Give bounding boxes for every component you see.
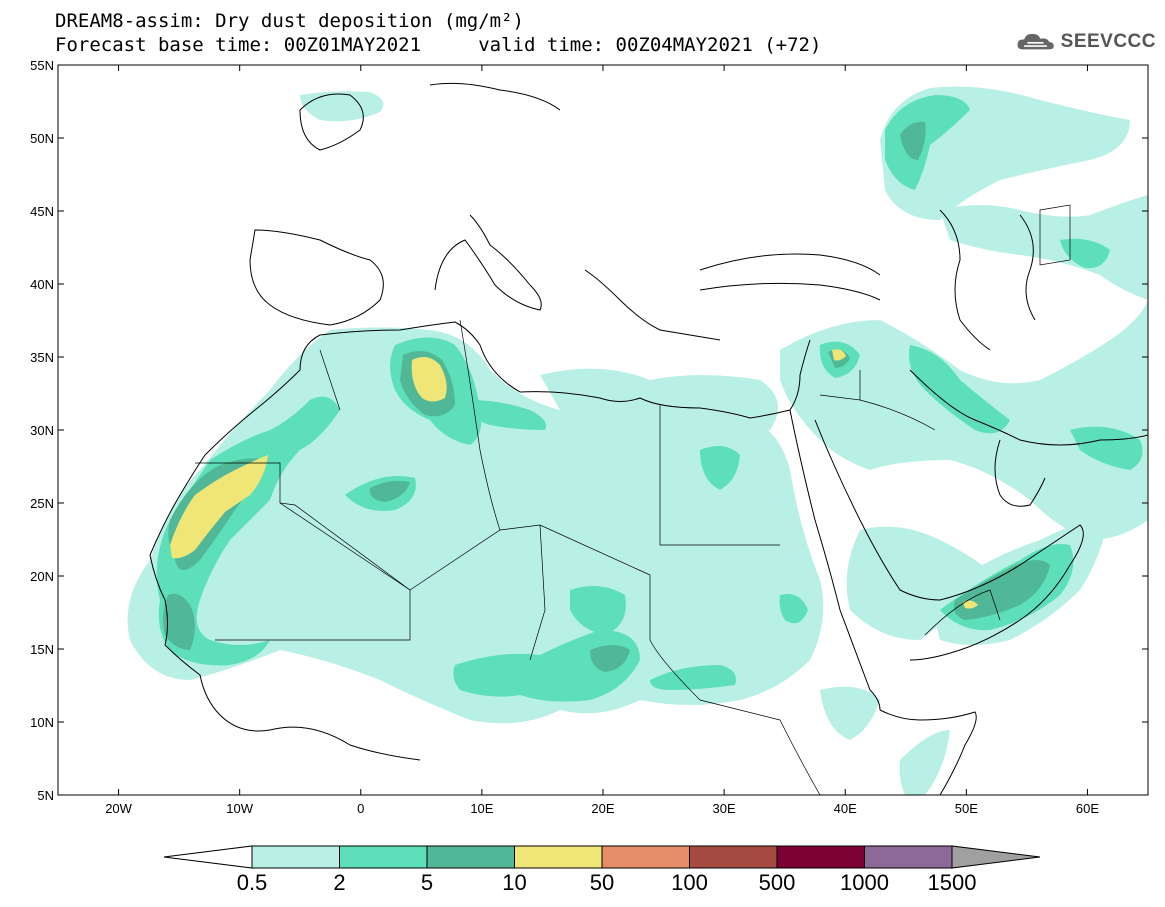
colorbar-over-arrow [951,845,1041,869]
colorbar-level-label: 5 [421,870,433,895]
colorbar-level-label: 10 [502,870,526,895]
coastlines-borders [149,82,1148,795]
lat-tick-label: 10N [30,715,54,730]
lat-tick-label: 55N [30,58,54,73]
lon-tick-label: 40E [834,801,857,816]
colorbar-level-label: 50 [590,870,614,895]
lon-tick-label: 20W [105,801,132,816]
colorbar-level-label: 0.5 [237,870,268,895]
colorbar-segment [514,845,603,869]
lon-tick-label: 20E [591,801,614,816]
lon-tick-label: 0 [357,801,364,816]
latitude-axis: 55N 50N 45N 40N 35N 30N 25N 20N 15N 10N 5N [30,58,1148,803]
longitude-axis: 20W 10W 0 10E 20E 30E 40E 50E 60E [105,65,1099,816]
forecast-times: Forecast base time: 00Z01MAY2021 valid t… [55,34,822,56]
lat-tick-label: 45N [30,204,54,219]
colorbar-segment [251,845,340,869]
lat-tick-label: 25N [30,496,54,511]
country-borders [195,204,1071,795]
colorbar-segment [776,845,865,869]
lon-tick-label: 50E [955,801,978,816]
colorbar-segment [426,845,515,869]
lon-tick-label: 60E [1076,801,1099,816]
lon-tick-label: 10E [470,801,493,816]
cloud-logo-icon [1017,33,1054,50]
lat-tick-label: 20N [30,569,54,584]
colorbar-level-label: 2 [333,870,345,895]
lat-tick-label: 15N [30,642,54,657]
colorbar-segment [339,845,428,869]
colorbar-level-label: 1500 [928,870,977,895]
colorbar-segment [864,845,953,869]
lat-tick-label: 5N [37,788,54,803]
map-title: DREAM8-assim: Dry dust deposition (mg/m²… [55,10,524,32]
lat-tick-label: 35N [30,350,54,365]
colorbar-level-label: 1000 [840,870,889,895]
lon-tick-label: 30E [713,801,736,816]
colorbar-level-label: 100 [671,870,708,895]
colorbar: 0.5 2 5 10 50 100 500 1000 1500 [163,845,1041,895]
colorbar-under-arrow [163,845,253,869]
lat-tick-label: 30N [30,423,54,438]
colorbar-segment [601,845,690,869]
logo-text: SEEVCCC [1060,31,1156,52]
seevccc-logo: SEEVCCC [1016,28,1156,56]
dust-deposition-field [127,86,1148,795]
deposition-10-50-fill [170,349,978,609]
colorbar-level-label: 500 [759,870,796,895]
lon-tick-label: 10W [226,801,253,816]
lat-tick-label: 40N [30,277,54,292]
lat-tick-label: 50N [30,131,54,146]
colorbar-segment [689,845,778,869]
